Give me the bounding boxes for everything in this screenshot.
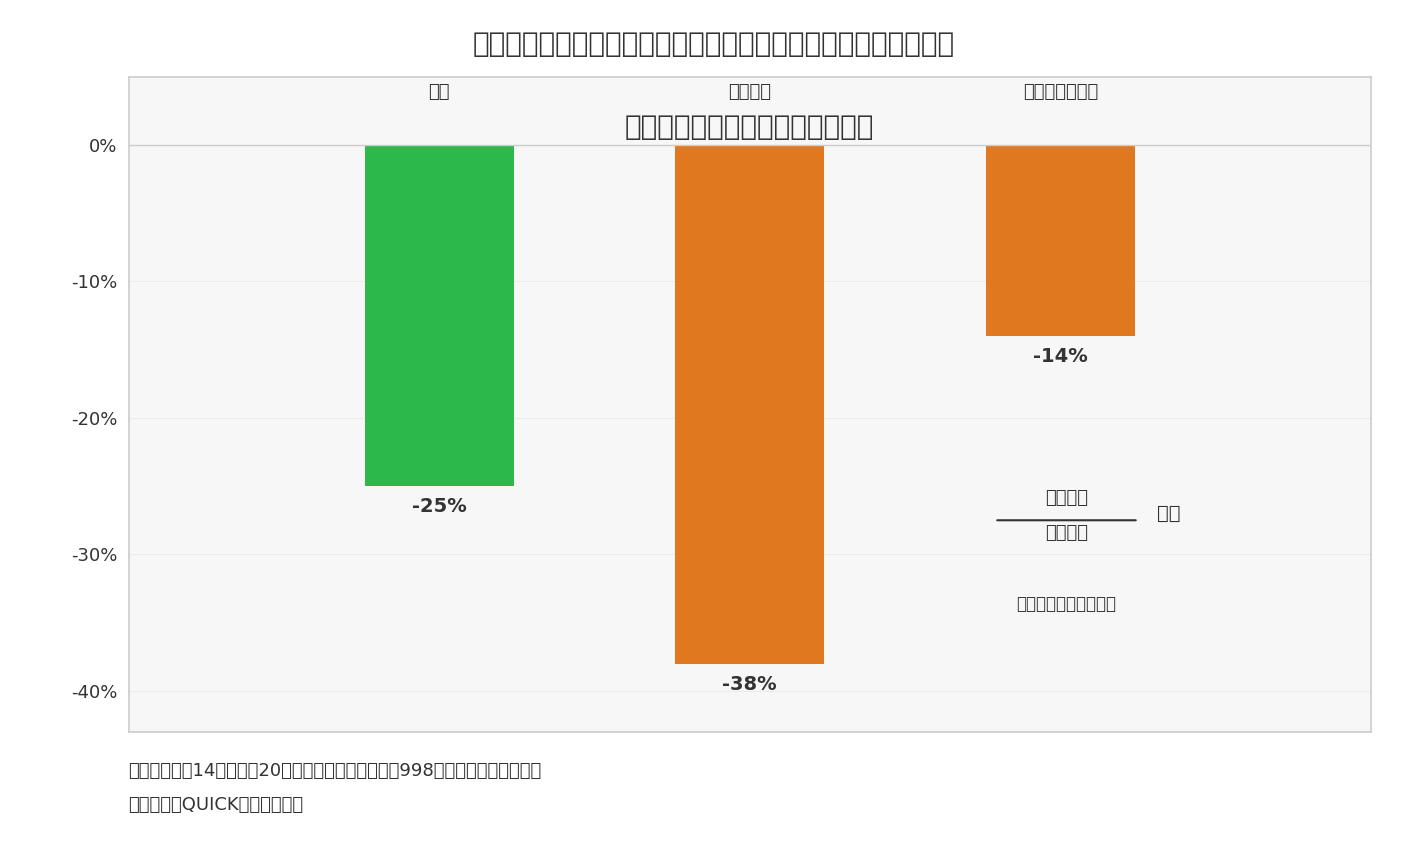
Text: -38%: -38% <box>723 675 777 694</box>
Text: （注）　８月14日時点で20年度予想を公表している998社（経常利益ベース）: （注） ８月14日時点で20年度予想を公表している998社（経常利益ベース） <box>129 762 541 780</box>
Bar <box>985 145 1135 336</box>
Bar <box>364 145 514 486</box>
Text: 前期実績: 前期実績 <box>1045 524 1088 542</box>
Text: （資料）　QUICKより筆者作成: （資料） QUICKより筆者作成 <box>129 796 304 814</box>
Text: 今回開示: 今回開示 <box>728 83 771 101</box>
Bar <box>675 145 824 664</box>
Text: （経常利益の合計額）: （経常利益の合計額） <box>1017 596 1117 614</box>
Text: 【図表２】「今回開示」した企業は業績が大きく悪化する見通し: 【図表２】「今回開示」した企業は業績が大きく悪化する見通し <box>473 30 955 58</box>
Text: 会社予想: 会社予想 <box>1045 488 1088 506</box>
Text: -14%: -14% <box>1032 347 1088 366</box>
Text: 予想経常利益（２０年３月期比）: 予想経常利益（２０年３月期比） <box>625 112 874 140</box>
Text: －１: －１ <box>1157 504 1181 523</box>
Text: -25%: -25% <box>411 497 467 516</box>
Text: 期初に開示済み: 期初に開示済み <box>1022 83 1098 101</box>
Text: 全体: 全体 <box>428 83 450 101</box>
